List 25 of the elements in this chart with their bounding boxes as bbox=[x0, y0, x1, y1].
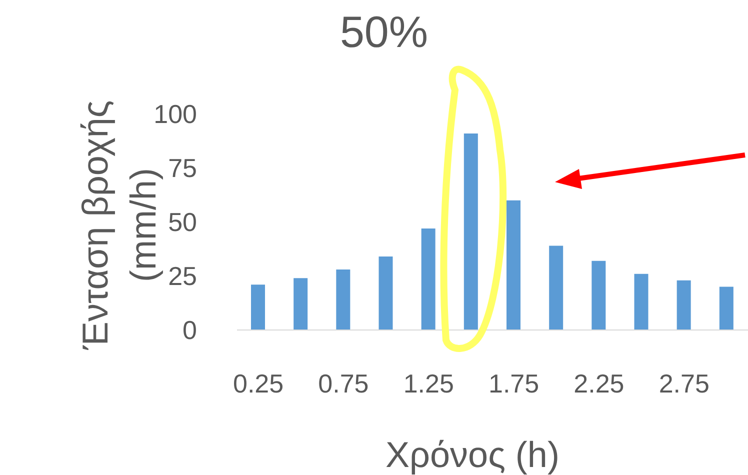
bar bbox=[634, 274, 648, 330]
bar bbox=[378, 256, 393, 330]
x-tick-label: 2.75 bbox=[658, 368, 710, 398]
bar bbox=[719, 286, 734, 330]
bar bbox=[549, 246, 564, 330]
y-tick-label: 50 bbox=[168, 207, 197, 238]
x-tick-label: 0.25 bbox=[232, 368, 284, 398]
x-tick-label: 1.25 bbox=[403, 368, 454, 398]
y-tick-label: 25 bbox=[168, 261, 197, 292]
bar bbox=[336, 270, 350, 330]
y-tick-label: 100 bbox=[154, 99, 197, 130]
bar bbox=[676, 280, 691, 330]
y-tick-label: 75 bbox=[168, 153, 197, 184]
x-tick-label: 2.25 bbox=[574, 368, 624, 398]
bar bbox=[506, 200, 520, 330]
x-tick-label: 1.75 bbox=[488, 368, 540, 398]
bar bbox=[464, 133, 478, 330]
bar bbox=[421, 228, 436, 330]
x-axis-title: Χρόνος (h) bbox=[386, 434, 560, 475]
bar bbox=[592, 260, 606, 330]
chart-title: 50% bbox=[338, 8, 430, 58]
bar bbox=[294, 278, 308, 330]
y-tick-label: 0 bbox=[182, 315, 197, 346]
x-tick-label: 0.75 bbox=[318, 368, 369, 398]
bar bbox=[251, 284, 265, 330]
